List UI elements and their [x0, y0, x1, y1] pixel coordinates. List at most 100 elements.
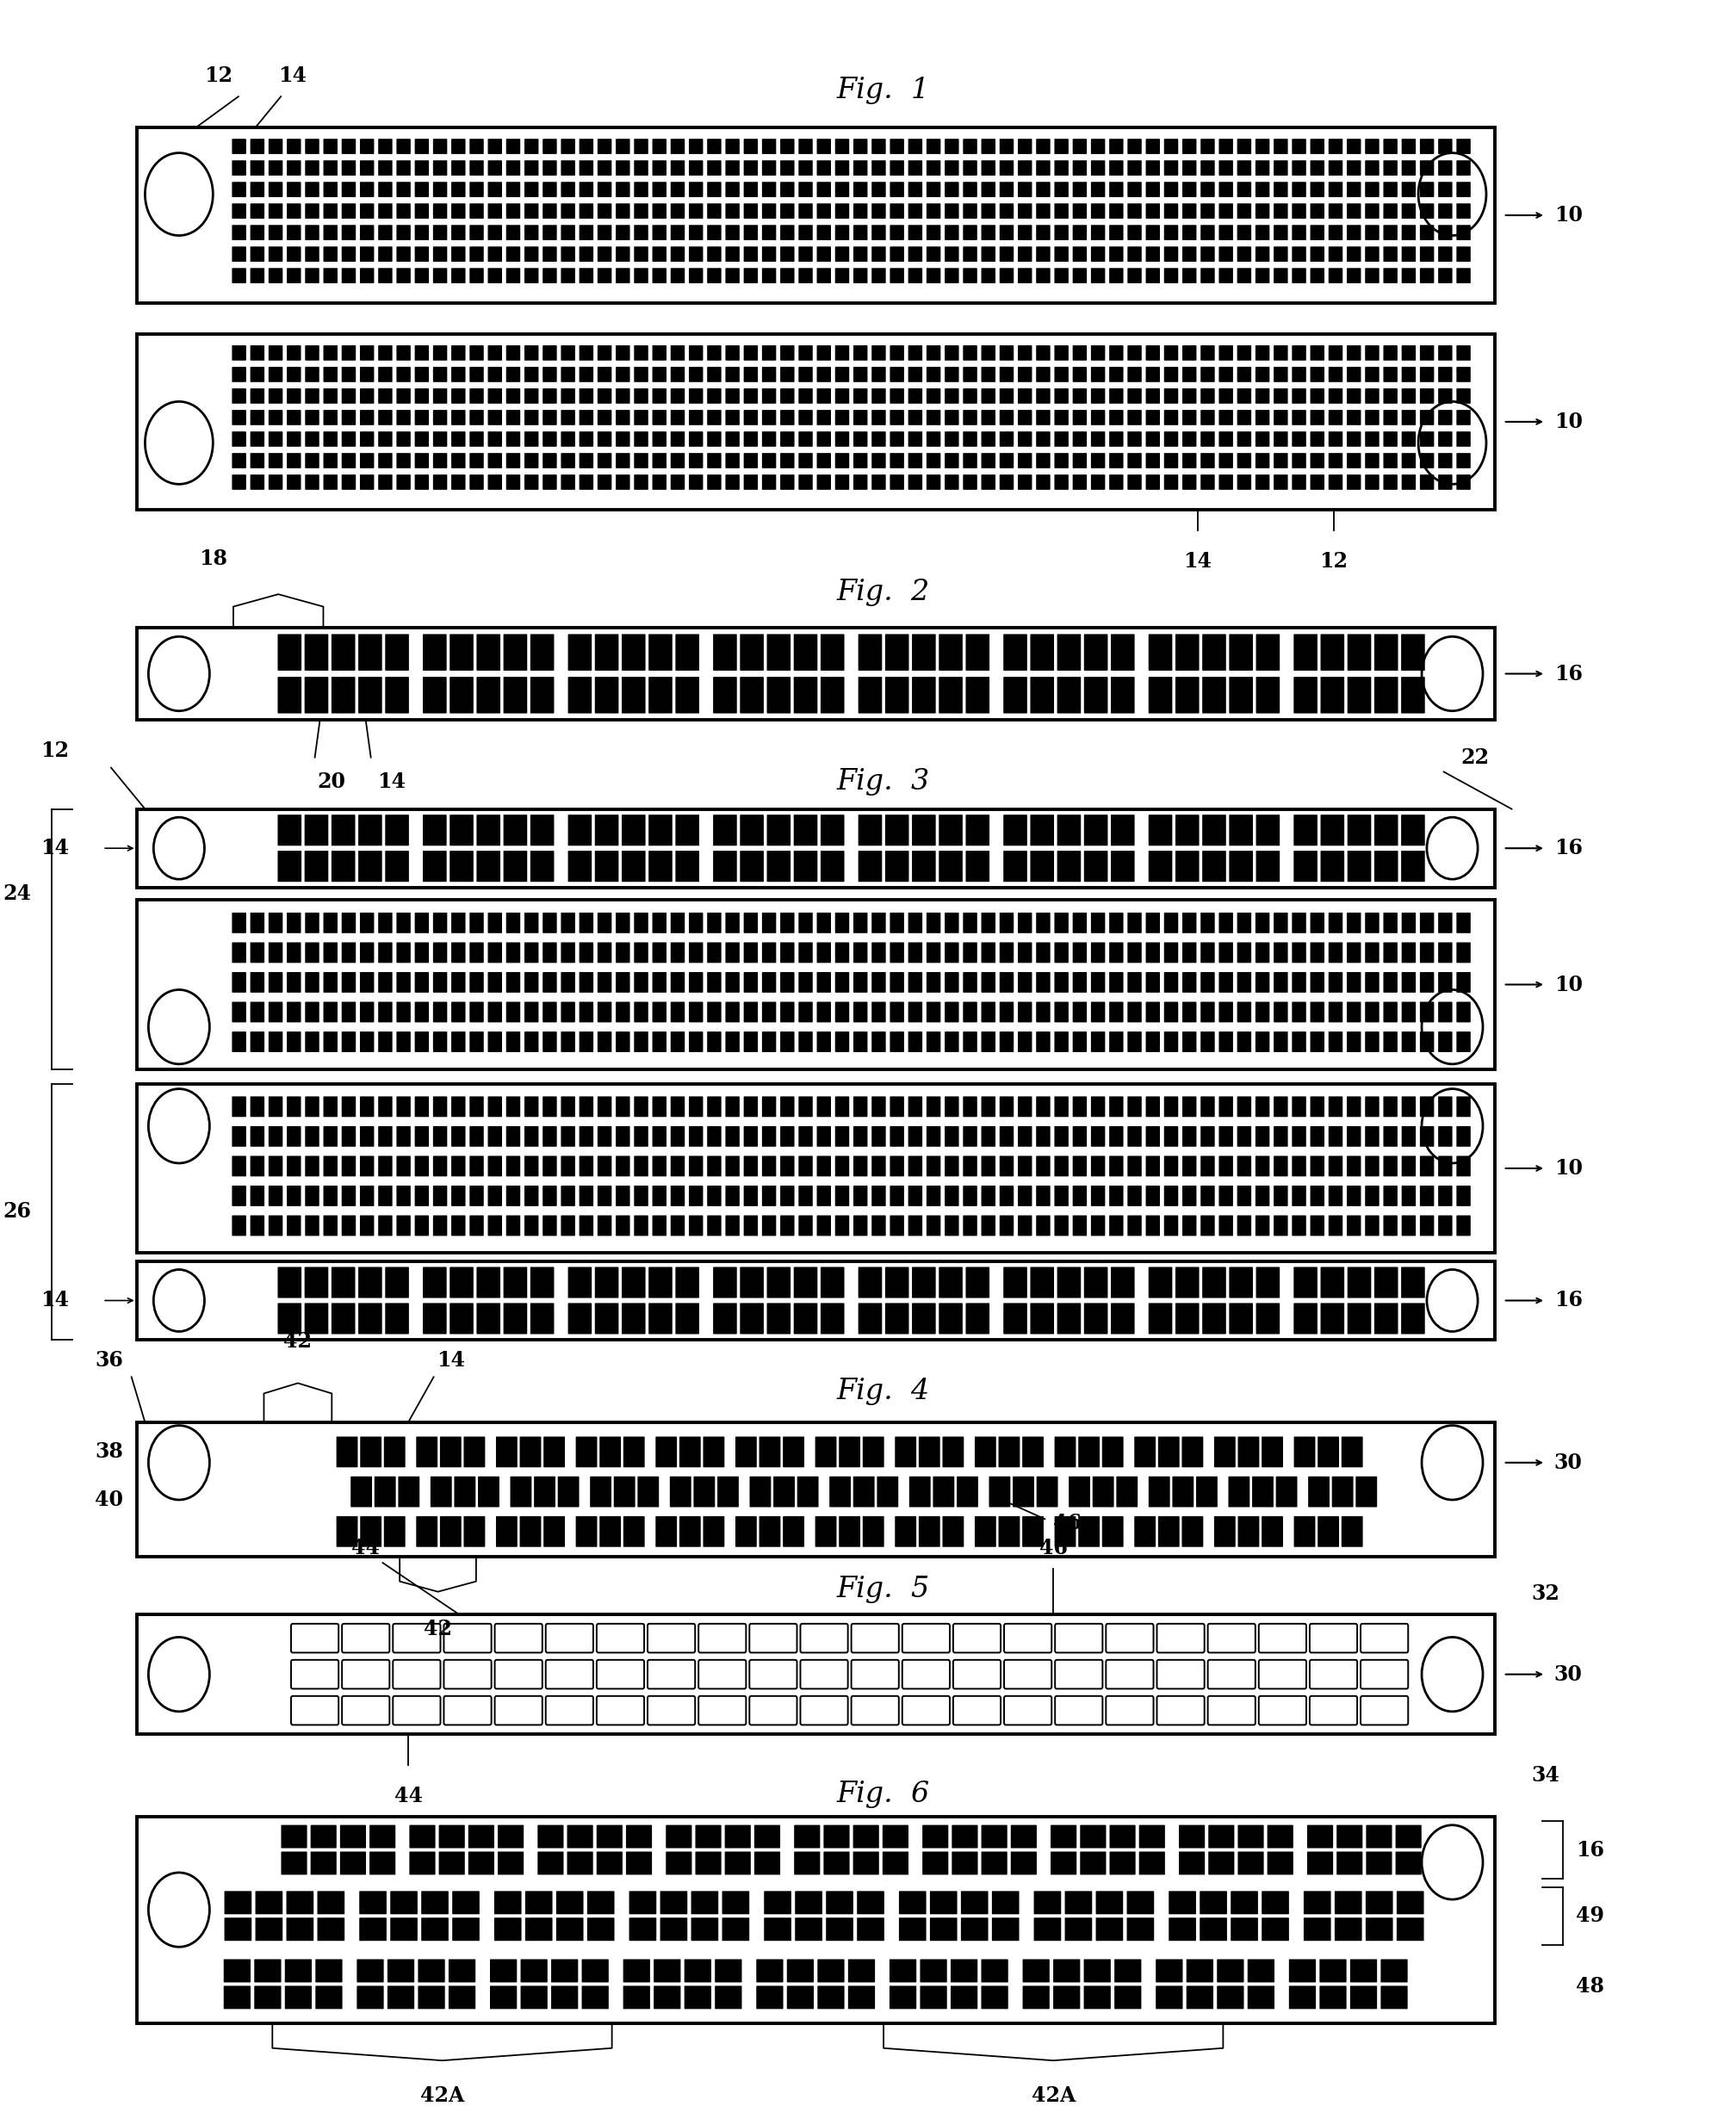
FancyBboxPatch shape	[1090, 1032, 1106, 1053]
FancyBboxPatch shape	[519, 1436, 542, 1468]
FancyBboxPatch shape	[323, 453, 337, 468]
FancyBboxPatch shape	[821, 1268, 844, 1297]
FancyBboxPatch shape	[524, 1032, 538, 1053]
FancyBboxPatch shape	[1420, 246, 1434, 261]
FancyBboxPatch shape	[384, 1436, 404, 1468]
FancyBboxPatch shape	[1337, 1826, 1363, 1849]
FancyBboxPatch shape	[689, 246, 703, 261]
FancyBboxPatch shape	[863, 1436, 884, 1468]
FancyBboxPatch shape	[998, 1516, 1019, 1548]
FancyBboxPatch shape	[1035, 1919, 1061, 1942]
Text: 14: 14	[436, 1350, 465, 1371]
FancyBboxPatch shape	[524, 1002, 538, 1021]
FancyBboxPatch shape	[653, 973, 667, 992]
FancyBboxPatch shape	[726, 366, 740, 381]
FancyBboxPatch shape	[637, 1476, 660, 1508]
FancyBboxPatch shape	[507, 453, 521, 468]
FancyBboxPatch shape	[963, 366, 977, 381]
Circle shape	[1418, 154, 1486, 236]
FancyBboxPatch shape	[453, 1891, 479, 1914]
FancyBboxPatch shape	[342, 1097, 356, 1116]
Text: 22: 22	[1460, 748, 1489, 769]
Text: Fig.  4: Fig. 4	[837, 1377, 930, 1405]
FancyBboxPatch shape	[495, 1919, 521, 1942]
FancyBboxPatch shape	[1238, 246, 1252, 261]
FancyBboxPatch shape	[580, 181, 594, 198]
FancyBboxPatch shape	[503, 815, 528, 847]
FancyBboxPatch shape	[469, 1032, 484, 1053]
Circle shape	[1422, 1426, 1483, 1499]
FancyBboxPatch shape	[634, 1186, 648, 1207]
FancyBboxPatch shape	[1127, 267, 1142, 284]
FancyBboxPatch shape	[726, 388, 740, 404]
FancyBboxPatch shape	[391, 1891, 418, 1914]
FancyBboxPatch shape	[1023, 1516, 1043, 1548]
FancyBboxPatch shape	[507, 1002, 521, 1021]
FancyBboxPatch shape	[1036, 1032, 1050, 1053]
FancyBboxPatch shape	[1054, 411, 1069, 425]
FancyBboxPatch shape	[1292, 345, 1305, 360]
FancyBboxPatch shape	[707, 432, 722, 446]
FancyBboxPatch shape	[1054, 366, 1069, 381]
FancyBboxPatch shape	[740, 815, 764, 847]
FancyBboxPatch shape	[1420, 912, 1434, 933]
FancyBboxPatch shape	[597, 453, 611, 468]
FancyBboxPatch shape	[597, 204, 611, 219]
FancyBboxPatch shape	[944, 411, 958, 425]
Circle shape	[153, 817, 205, 878]
FancyBboxPatch shape	[1073, 1127, 1087, 1146]
FancyBboxPatch shape	[1238, 1851, 1264, 1874]
FancyBboxPatch shape	[779, 160, 795, 175]
FancyBboxPatch shape	[524, 345, 538, 360]
FancyBboxPatch shape	[670, 246, 684, 261]
FancyBboxPatch shape	[1201, 1156, 1215, 1177]
Text: Fig.  5: Fig. 5	[837, 1575, 930, 1603]
FancyBboxPatch shape	[670, 411, 684, 425]
FancyBboxPatch shape	[488, 474, 502, 491]
FancyBboxPatch shape	[1073, 474, 1087, 491]
FancyBboxPatch shape	[871, 432, 885, 446]
FancyBboxPatch shape	[1328, 267, 1342, 284]
FancyBboxPatch shape	[597, 366, 611, 381]
FancyBboxPatch shape	[1274, 411, 1288, 425]
FancyBboxPatch shape	[1347, 1215, 1361, 1236]
Bar	[137, 809, 1495, 887]
FancyBboxPatch shape	[561, 474, 575, 491]
FancyBboxPatch shape	[1000, 1032, 1014, 1053]
FancyBboxPatch shape	[1347, 1304, 1371, 1333]
FancyBboxPatch shape	[743, 246, 759, 261]
FancyBboxPatch shape	[764, 1891, 792, 1914]
FancyBboxPatch shape	[927, 246, 941, 261]
FancyBboxPatch shape	[1083, 815, 1108, 847]
FancyBboxPatch shape	[469, 1156, 484, 1177]
FancyBboxPatch shape	[762, 1215, 776, 1236]
FancyBboxPatch shape	[779, 474, 795, 491]
FancyBboxPatch shape	[871, 474, 885, 491]
FancyBboxPatch shape	[1090, 941, 1106, 962]
FancyBboxPatch shape	[432, 160, 448, 175]
FancyBboxPatch shape	[1437, 139, 1453, 154]
FancyBboxPatch shape	[1054, 1127, 1069, 1146]
FancyBboxPatch shape	[1292, 1186, 1305, 1207]
FancyBboxPatch shape	[1384, 1215, 1397, 1236]
FancyBboxPatch shape	[963, 246, 977, 261]
FancyBboxPatch shape	[927, 941, 941, 962]
FancyBboxPatch shape	[378, 1127, 392, 1146]
FancyBboxPatch shape	[543, 1436, 564, 1468]
FancyBboxPatch shape	[1127, 160, 1142, 175]
FancyBboxPatch shape	[1012, 1476, 1035, 1508]
FancyBboxPatch shape	[1319, 1959, 1347, 1982]
FancyBboxPatch shape	[689, 941, 703, 962]
FancyBboxPatch shape	[1364, 139, 1378, 154]
FancyBboxPatch shape	[911, 815, 936, 847]
FancyBboxPatch shape	[580, 345, 594, 360]
FancyBboxPatch shape	[743, 267, 759, 284]
FancyBboxPatch shape	[696, 1851, 720, 1874]
FancyBboxPatch shape	[450, 676, 474, 714]
FancyBboxPatch shape	[1054, 181, 1069, 198]
FancyBboxPatch shape	[1054, 1097, 1069, 1116]
FancyBboxPatch shape	[653, 225, 667, 240]
FancyBboxPatch shape	[1090, 225, 1106, 240]
FancyBboxPatch shape	[286, 1127, 300, 1146]
FancyBboxPatch shape	[507, 1032, 521, 1053]
